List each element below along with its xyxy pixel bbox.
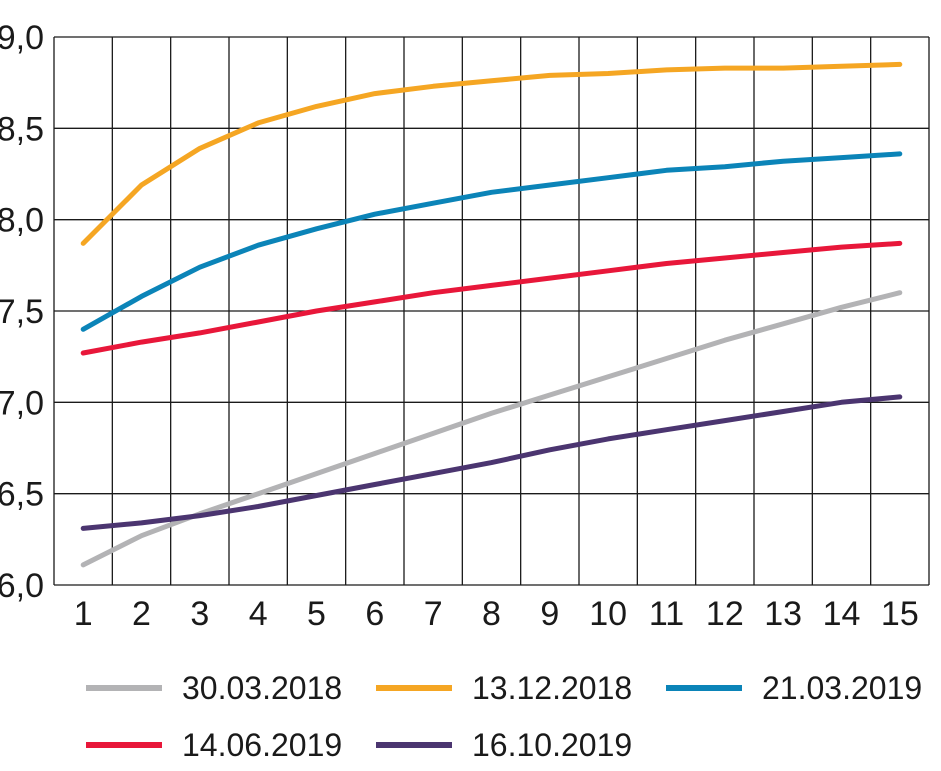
legend-label: 30.03.2018 [182, 670, 342, 706]
y-tick-label: 9,0 [0, 19, 44, 57]
legend-item: 16.10.2019 [376, 727, 632, 763]
legend-item: 14.06.2019 [86, 727, 342, 763]
chart-grid [53, 36, 930, 586]
legend-label: 16.10.2019 [472, 727, 632, 763]
series-line-4 [80, 240, 903, 356]
x-tick-label: 11 [649, 595, 684, 633]
legend-label: 14.06.2019 [182, 727, 342, 763]
x-tick-label: 13 [764, 595, 802, 633]
x-tick-label: 14 [823, 595, 861, 633]
x-tick-label: 15 [881, 595, 919, 633]
x-tick-label: 1 [74, 595, 93, 633]
y-tick-label: 6,5 [0, 476, 44, 514]
series-line-2 [80, 61, 903, 246]
series-line-1 [80, 290, 903, 568]
x-tick-label: 6 [365, 595, 384, 633]
y-tick-label: 7,5 [0, 293, 44, 331]
legend-item: 13.12.2018 [376, 670, 632, 706]
y-tick-label: 8,0 [0, 202, 44, 240]
x-tick-label: 3 [190, 595, 209, 633]
series-line-3 [80, 151, 903, 332]
y-tick-label: 8,5 [0, 110, 44, 148]
x-tick-label: 10 [589, 595, 627, 633]
x-tick-label: 4 [249, 595, 268, 633]
legend-label: 13.12.2018 [472, 670, 632, 706]
legend-item: 21.03.2019 [666, 670, 922, 706]
y-tick-label: 7,0 [0, 384, 44, 422]
y-axis-ticks: 6,0 6,5 7,0 7,5 8,0 8,5 9,0 [0, 19, 44, 605]
x-tick-label: 2 [132, 595, 151, 633]
x-tick-label: 7 [424, 595, 443, 633]
x-tick-label: 9 [540, 595, 559, 633]
x-axis-ticks: 1 2 3 4 5 6 7 8 9 10 11 12 13 14 15 [74, 595, 919, 633]
chart-legend: 30.03.2018 13.12.2018 21.03.2019 14.06.2019… [86, 670, 922, 763]
legend-label: 21.03.2019 [762, 670, 922, 706]
x-tick-label: 8 [482, 595, 501, 633]
legend-item: 30.03.2018 [86, 670, 342, 706]
series-line-5 [80, 394, 903, 531]
y-tick-label: 6,0 [0, 567, 44, 605]
x-tick-label: 5 [307, 595, 326, 633]
x-tick-label: 12 [706, 595, 744, 633]
chart-series [80, 61, 903, 568]
